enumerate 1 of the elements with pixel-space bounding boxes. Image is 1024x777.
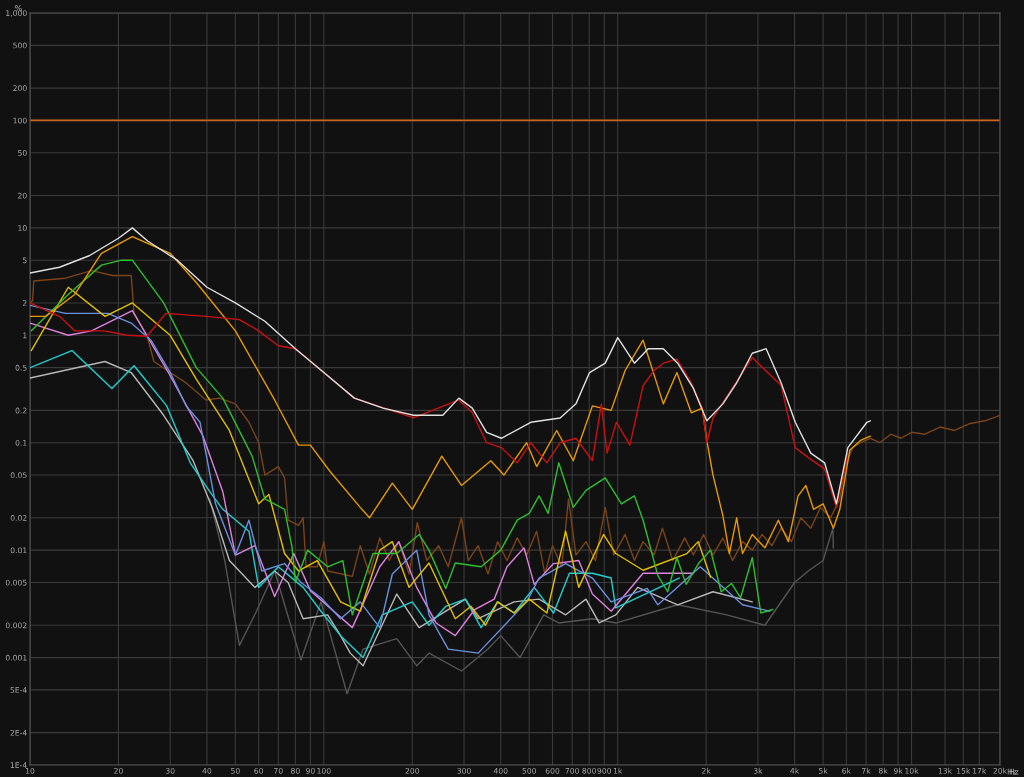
y-axis-title: %	[14, 5, 22, 12]
